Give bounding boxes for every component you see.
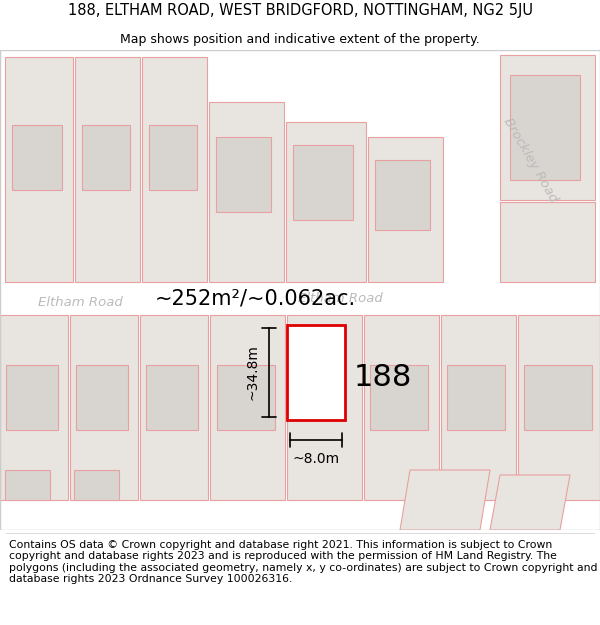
Text: 188: 188 [354, 362, 412, 392]
Bar [6, 365, 58, 430]
Bar [510, 75, 580, 180]
Bar [210, 315, 285, 500]
Polygon shape [400, 470, 490, 530]
Bar [75, 57, 140, 282]
Bar [209, 102, 284, 282]
Text: Eltham Road: Eltham Road [38, 296, 122, 309]
Bar [524, 365, 592, 430]
Bar [76, 365, 128, 430]
Bar [375, 160, 430, 230]
Bar [370, 365, 428, 430]
Bar [5, 470, 50, 500]
Text: ~34.8m: ~34.8m [245, 344, 259, 401]
Polygon shape [390, 50, 600, 282]
Bar [518, 315, 600, 500]
Bar [293, 145, 353, 220]
Text: Map shows position and indicative extent of the property.: Map shows position and indicative extent… [120, 32, 480, 46]
Bar [142, 57, 207, 282]
Text: ~8.0m: ~8.0m [292, 452, 340, 466]
Bar [500, 55, 595, 200]
Bar [286, 122, 366, 282]
Bar [149, 125, 197, 190]
Bar [217, 365, 275, 430]
Bar [0, 315, 68, 500]
Text: Eltham Road: Eltham Road [298, 291, 382, 304]
Text: ~252m²/~0.062ac.: ~252m²/~0.062ac. [154, 288, 356, 308]
Text: 188, ELTHAM ROAD, WEST BRIDGFORD, NOTTINGHAM, NG2 5JU: 188, ELTHAM ROAD, WEST BRIDGFORD, NOTTIN… [67, 4, 533, 19]
Bar [500, 202, 595, 282]
Bar [287, 315, 362, 500]
Polygon shape [490, 475, 570, 530]
Bar [216, 137, 271, 212]
Bar [74, 470, 119, 500]
Bar [12, 125, 62, 190]
Bar [364, 315, 439, 500]
Text: Contains OS data © Crown copyright and database right 2021. This information is : Contains OS data © Crown copyright and d… [9, 539, 598, 584]
Bar [287, 325, 345, 420]
Bar [447, 365, 505, 430]
Bar [146, 365, 198, 430]
Bar [368, 137, 443, 282]
Bar [82, 125, 130, 190]
Bar [5, 57, 73, 282]
Text: Brockley Road: Brockley Road [500, 116, 559, 204]
Bar [140, 315, 208, 500]
Bar [0, 282, 600, 315]
Bar [441, 315, 516, 500]
Bar [70, 315, 138, 500]
